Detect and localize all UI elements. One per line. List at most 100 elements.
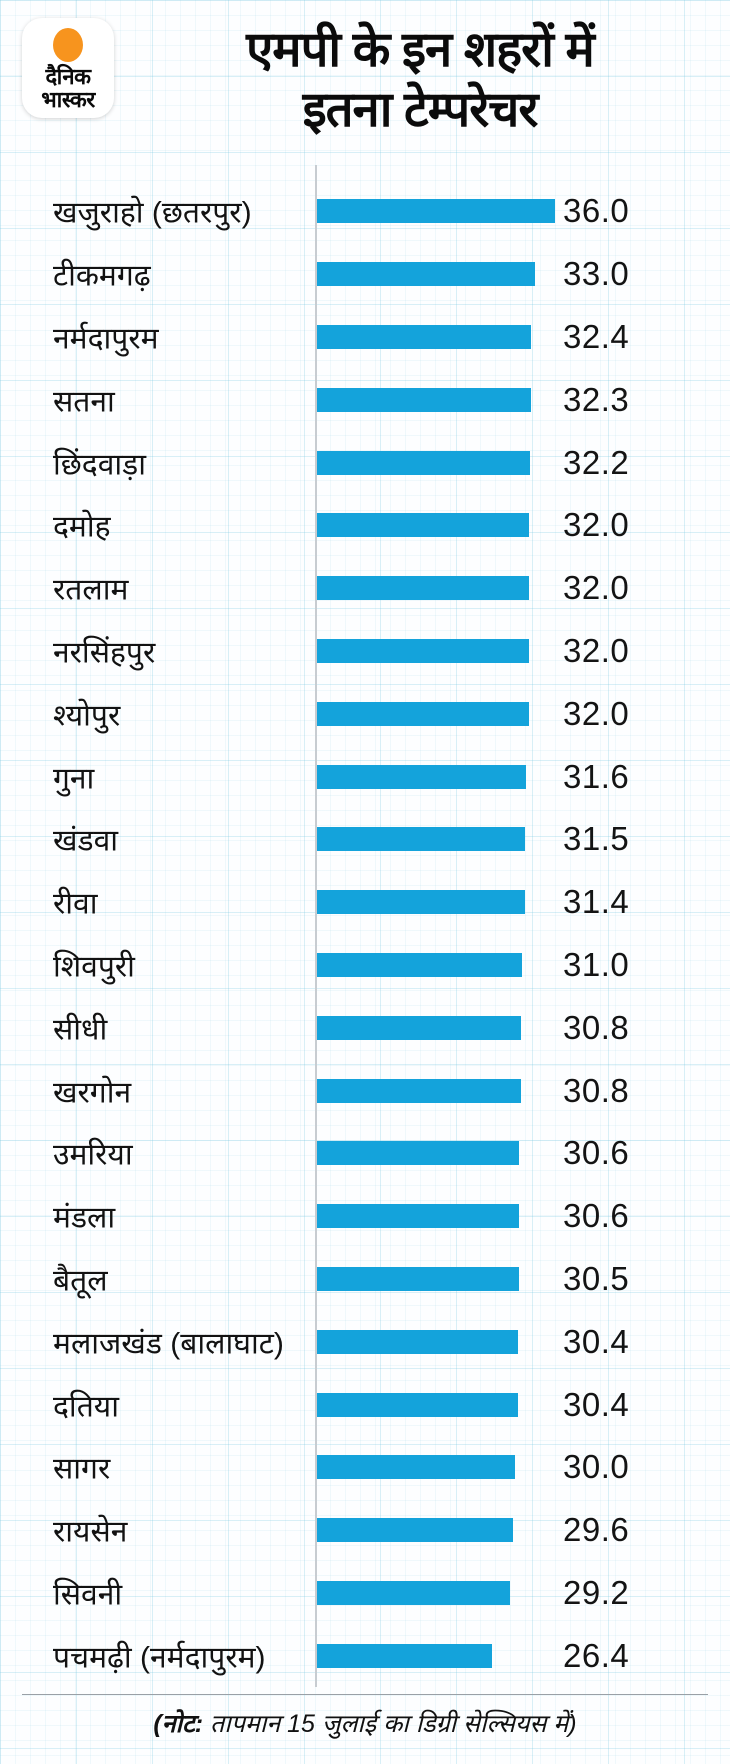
temperature-bar — [317, 638, 529, 663]
chart-row: पचमढ़ी (नर्मदापुरम) 26.4 — [0, 1624, 730, 1687]
title-line1: एमपी के इन शहरों में — [246, 23, 595, 77]
logo-line2: भास्कर — [41, 87, 95, 112]
temperature-bar — [317, 1643, 492, 1668]
temperature-value: 30.6 — [563, 1134, 630, 1172]
title-line2: इतना टेम्परेचर — [302, 83, 539, 137]
chart-row: उमरिया 30.6 — [0, 1122, 730, 1185]
temperature-value: 30.6 — [563, 1197, 630, 1235]
city-label: सीधी — [53, 1013, 108, 1047]
city-label: उमरिया — [53, 1138, 133, 1172]
chart-row: खजुराहो (छतरपुर) 36.0 — [0, 180, 730, 243]
temperature-value: 32.0 — [563, 569, 630, 607]
temperature-value: 30.4 — [563, 1322, 630, 1360]
temperature-bar — [317, 1392, 518, 1417]
city-label: रीवा — [53, 887, 98, 921]
sun-dot-icon — [53, 28, 83, 62]
temperature-value: 30.5 — [563, 1259, 630, 1297]
chart-row: सीधी 30.8 — [0, 996, 730, 1059]
temperature-bar — [317, 1455, 516, 1480]
chart-row: दतिया 30.4 — [0, 1373, 730, 1436]
city-label: सिवनी — [53, 1578, 123, 1612]
temperature-bar — [317, 827, 526, 852]
city-label: नर्मदापुरम — [53, 322, 159, 356]
temperature-bar — [317, 1266, 519, 1291]
temperature-bar — [317, 1141, 520, 1166]
chart-row: छिंदवाड़ा 32.2 — [0, 431, 730, 494]
chart-row: सतना 32.3 — [0, 368, 730, 431]
chart-row: रीवा 31.4 — [0, 871, 730, 934]
logo-line1: दैनिक — [45, 64, 91, 89]
temperature-value: 33.0 — [563, 255, 630, 293]
temperature-value: 32.0 — [563, 506, 630, 544]
city-label: दमोह — [53, 510, 111, 544]
city-label: खजुराहो (छतरपुर) — [53, 196, 252, 230]
temperature-value: 32.3 — [563, 380, 630, 418]
temperature-value: 36.0 — [563, 192, 630, 230]
city-label: सागर — [53, 1452, 111, 1486]
city-label: टीकमगढ़ — [53, 259, 151, 293]
temperature-bar — [317, 1078, 521, 1103]
temperature-bar — [317, 1329, 518, 1354]
city-label: छिंदवाड़ा — [53, 448, 146, 482]
temperature-value: 31.4 — [563, 883, 630, 921]
temperature-bar — [317, 513, 529, 538]
city-label: नरसिंहपुर — [53, 636, 156, 670]
footnote-bold: (नोट: — [153, 1710, 204, 1738]
city-label: गुना — [53, 762, 95, 796]
chart-row: मलाजखंड (बालाघाट) 30.4 — [0, 1310, 730, 1373]
temperature-bar — [317, 262, 536, 287]
temperature-value: 32.2 — [563, 443, 630, 481]
footnote: (नोट: तापमान 15 जुलाई का डिग्री सेल्सियस… — [0, 1706, 730, 1740]
chart-row: श्योपुर 32.0 — [0, 682, 730, 745]
temperature-value: 31.5 — [563, 820, 630, 858]
temperature-value: 30.0 — [563, 1448, 630, 1486]
logo-text: दैनिक भास्कर — [41, 65, 95, 111]
temperature-bar — [317, 450, 530, 475]
city-label: मलाजखंड (बालाघाट) — [53, 1327, 284, 1361]
chart-row: नर्मदापुरम 32.4 — [0, 306, 730, 369]
city-label: शिवपुरी — [53, 950, 135, 984]
temperature-bar — [317, 764, 526, 789]
temperature-value: 30.8 — [563, 1008, 630, 1046]
chart-row: सिवनी 29.2 — [0, 1562, 730, 1625]
temperature-bar — [317, 1015, 521, 1040]
chart-row: बैतूल 30.5 — [0, 1248, 730, 1311]
chart-row: नरसिंहपुर 32.0 — [0, 620, 730, 683]
chart-axis-line — [315, 165, 317, 1687]
temperature-value: 26.4 — [563, 1636, 630, 1674]
city-label: रायसेन — [53, 1515, 128, 1549]
temperature-value: 30.8 — [563, 1071, 630, 1109]
chart-row: खरगोन 30.8 — [0, 1059, 730, 1122]
chart-row: शिवपुरी 31.0 — [0, 934, 730, 997]
temperature-bar — [317, 1204, 520, 1229]
temperature-bar — [317, 576, 529, 601]
city-label: खरगोन — [53, 1076, 132, 1110]
city-label: श्योपुर — [53, 699, 121, 733]
city-label: रतलाम — [53, 573, 129, 607]
city-label: पचमढ़ी (नर्मदापुरम) — [53, 1641, 266, 1675]
temperature-bar — [317, 701, 529, 726]
temperature-bar-chart: खजुराहो (छतरपुर) 36.0 टीकमगढ़ 33.0 नर्मद… — [0, 180, 730, 1687]
footer-divider — [22, 1694, 708, 1695]
dainik-bhaskar-logo: दैनिक भास्कर — [22, 18, 114, 118]
chart-row: खंडवा 31.5 — [0, 808, 730, 871]
chart-row: रायसेन 29.6 — [0, 1499, 730, 1562]
chart-row: रतलाम 32.0 — [0, 557, 730, 620]
city-label: मंडला — [53, 1201, 116, 1235]
city-label: बैतूल — [53, 1264, 108, 1298]
temperature-value: 32.4 — [563, 317, 630, 355]
city-label: खंडवा — [53, 824, 119, 858]
chart-row: दमोह 32.0 — [0, 494, 730, 557]
temperature-bar — [317, 952, 522, 977]
temperature-value: 32.0 — [563, 631, 630, 669]
chart-row: टीकमगढ़ 33.0 — [0, 243, 730, 306]
temperature-bar — [317, 199, 555, 224]
temperature-value: 29.2 — [563, 1573, 630, 1611]
chart-row: मंडला 30.6 — [0, 1185, 730, 1248]
temperature-bar — [317, 1518, 513, 1543]
temperature-bar — [317, 387, 531, 412]
city-label: दतिया — [53, 1390, 119, 1424]
temperature-bar — [317, 890, 525, 915]
temperature-value: 31.6 — [563, 757, 630, 795]
